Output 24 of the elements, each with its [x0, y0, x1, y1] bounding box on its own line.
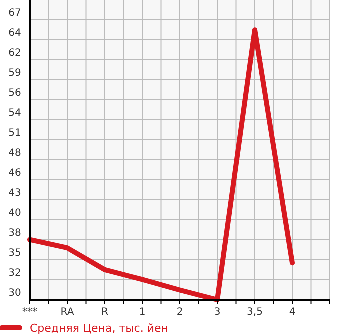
- y-tick-label: 64: [8, 28, 22, 39]
- y-tick-label: 62: [8, 48, 22, 59]
- y-tick-label: 40: [8, 208, 22, 219]
- x-tick-label: 2: [176, 307, 184, 318]
- x-tick-label: RA: [60, 307, 74, 318]
- y-tick-label: 38: [8, 228, 22, 239]
- y-tick-label: 32: [8, 268, 22, 279]
- x-tick-label: 1: [139, 307, 146, 318]
- y-tick-label: 46: [8, 168, 22, 179]
- y-tick-label: 48: [8, 148, 22, 159]
- y-tick-label: 43: [8, 188, 22, 199]
- y-tick-label: 59: [8, 68, 22, 79]
- y-tick-label: 30: [8, 288, 22, 299]
- x-tick-label: R: [102, 307, 109, 318]
- y-tick-label: 51: [8, 128, 22, 139]
- y-tick-label: 54: [8, 108, 22, 119]
- y-tick-label: 67: [8, 8, 22, 19]
- y-tick-label: 56: [8, 88, 22, 99]
- legend-label: Средняя Цена, тыс. йен: [30, 322, 168, 335]
- x-tick-label: 3,5: [247, 307, 263, 318]
- x-tick-label: ***: [22, 307, 38, 318]
- x-tick-label: 3: [214, 307, 221, 318]
- x-tick-label: 4: [289, 307, 296, 318]
- y-tick-label: 35: [8, 248, 22, 259]
